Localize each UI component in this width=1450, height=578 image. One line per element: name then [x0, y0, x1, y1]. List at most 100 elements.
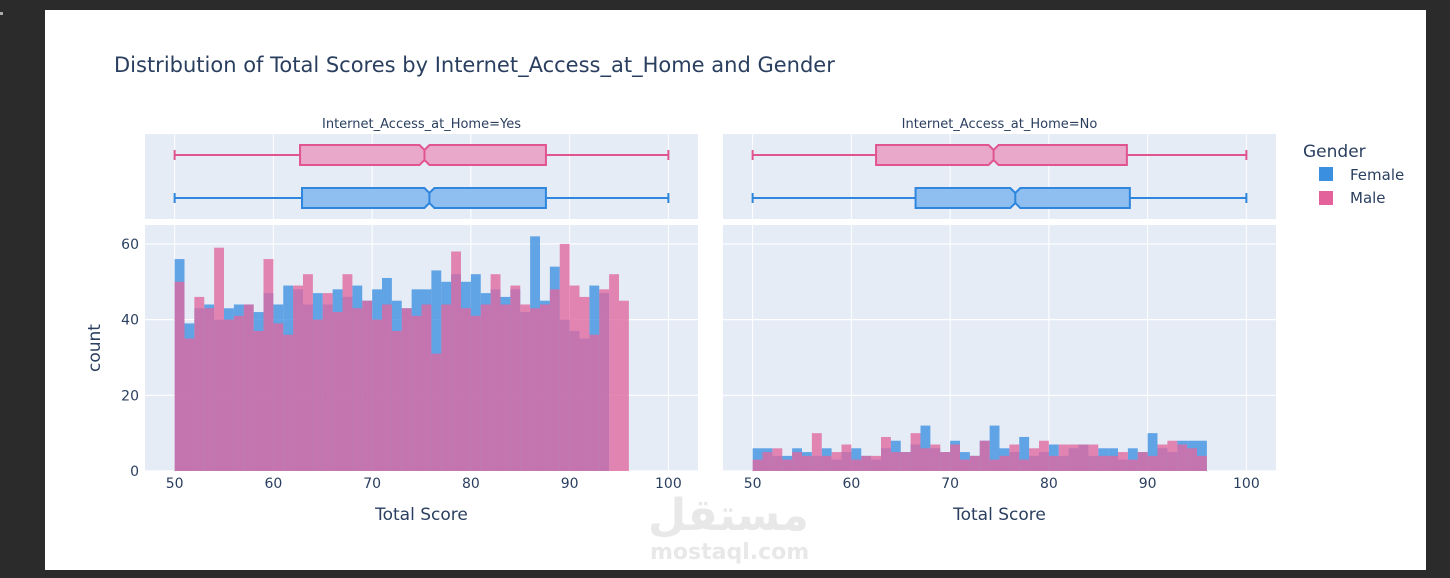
x-tick-label: 90 [1139, 476, 1157, 492]
histogram-bar-male [1157, 444, 1168, 471]
histogram-bar-male [900, 452, 911, 471]
legend-swatch-female[interactable] [1319, 167, 1333, 181]
histogram-bar-male [342, 274, 353, 471]
histogram-bar-male [752, 459, 763, 471]
histogram-bar-male [490, 274, 501, 471]
watermark-latin: mostaql.com [650, 540, 810, 565]
histogram-bar-male [510, 285, 521, 471]
histogram-bar-male [520, 304, 531, 471]
x-tick-label: 80 [1040, 476, 1058, 492]
histogram-bar-male [811, 433, 822, 471]
histogram-bar-male [979, 440, 990, 471]
legend: Gender Female Male [1303, 142, 1404, 207]
histogram-bar-male [184, 338, 195, 471]
histogram-bar-male [283, 334, 294, 471]
y-tick-label: 40 [121, 313, 139, 329]
histogram-bar-male [372, 319, 382, 471]
histogram-bar-male [1108, 455, 1118, 471]
legend-title: Gender [1303, 142, 1366, 162]
histogram-bar-female [989, 425, 1000, 471]
histogram-bar-male [969, 455, 980, 471]
histogram-bar-male [1147, 455, 1158, 471]
histogram-bar-male [451, 251, 461, 471]
histogram-bar-male [1048, 455, 1059, 471]
histogram-bar-male [619, 300, 629, 471]
histogram-bar-male [1197, 455, 1207, 471]
histogram-bar-male [1127, 459, 1138, 471]
histogram-bar-male [792, 452, 802, 471]
histogram-bar-male [312, 319, 323, 471]
legend-swatch-male[interactable] [1319, 191, 1333, 205]
histogram-bar-male [1039, 440, 1049, 471]
histogram-bar-male [851, 459, 862, 471]
chart-svg: Distribution of Total Scores by Internet… [85, 53, 1404, 525]
histogram-bar-male [549, 289, 560, 471]
histogram-bar-female [1019, 436, 1030, 471]
box-male [875, 144, 1128, 166]
histogram-bar-male [920, 448, 931, 471]
histogram-bar-male [1177, 444, 1188, 471]
legend-label-male[interactable]: Male [1350, 189, 1386, 207]
y-tick-label: 60 [121, 237, 139, 253]
box-female [301, 187, 547, 209]
chart-title: Distribution of Total Scores by Internet… [114, 53, 835, 78]
histogram-bar-male [1187, 448, 1197, 471]
x-tick-label: 100 [655, 476, 682, 492]
x-axis-title: Total Score [374, 505, 468, 525]
histogram-bar-male [431, 353, 442, 471]
x-axis-title: Total Score [952, 505, 1046, 525]
histogram-bar-male [1137, 452, 1148, 471]
histogram-bar-male [802, 455, 812, 471]
histogram-bar-male [263, 259, 274, 471]
x-tick-label: 90 [561, 476, 579, 492]
histogram-bar-male [362, 300, 373, 471]
histogram-bar-male [821, 455, 832, 471]
histogram-bar-male [382, 304, 392, 471]
histogram-bar-male [174, 281, 185, 471]
histogram-bar-male [352, 308, 363, 471]
histogram-bar-male [480, 304, 491, 471]
histogram-bar-male [441, 304, 452, 471]
histogram-bar-male [589, 334, 600, 471]
histogram-bar-male [303, 274, 313, 471]
histogram-bar-male [841, 444, 852, 471]
legend-label-female[interactable]: Female [1350, 166, 1404, 184]
histogram-bar-female [1147, 433, 1158, 471]
facet-label: Internet_Access_at_Home=No [902, 117, 1098, 132]
histogram-bar-male [609, 274, 619, 471]
x-tick-label: 70 [363, 476, 381, 492]
histogram-bar-male [1098, 455, 1109, 471]
histogram-bar-male [411, 315, 422, 471]
histogram-bar-male [470, 315, 481, 471]
histogram-bar-male [214, 247, 224, 471]
x-tick-label: 80 [462, 476, 480, 492]
facet-no: 50 60 70 80 90 100 Internet_Access_at_Home=No T… [723, 117, 1276, 525]
histogram-bar-male [194, 296, 205, 471]
histogram-bar-male [599, 289, 610, 471]
x-tick-label: 70 [941, 476, 959, 492]
x-tick-label: 100 [1233, 476, 1260, 492]
watermark-arabic: مستقل [648, 490, 809, 541]
histogram-bar-male [831, 452, 842, 471]
histogram-bar-male [401, 308, 412, 471]
histogram-bar-male [243, 304, 254, 471]
y-tick-label: 0 [130, 464, 139, 480]
x-tick-label: 50 [166, 476, 184, 492]
histogram-bar-male [762, 452, 773, 471]
histogram-bar-male [391, 330, 402, 471]
histogram-bar-male [293, 285, 303, 471]
histogram-bar-male [782, 459, 793, 471]
histogram-bar-male [910, 433, 921, 471]
y-tick-label: 20 [121, 388, 139, 404]
histogram-bar-male [890, 452, 901, 471]
histogram-bar-male [559, 243, 570, 471]
histogram-bar-male [253, 330, 264, 471]
x-tick-label: 60 [842, 476, 860, 492]
histogram-bar-male [989, 459, 1000, 471]
histogram-bar-male [461, 308, 471, 471]
histogram-bar-male [204, 308, 215, 471]
histogram-bar-male [871, 455, 881, 471]
histogram-bar-male [1078, 444, 1089, 471]
histogram-bar-male [1167, 440, 1178, 471]
corner-dot [0, 12, 3, 15]
